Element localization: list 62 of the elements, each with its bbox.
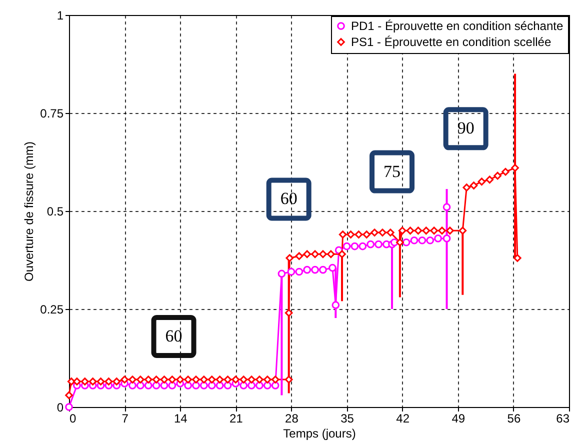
point bbox=[152, 382, 160, 390]
point bbox=[256, 382, 264, 390]
point bbox=[442, 203, 451, 211]
point bbox=[328, 264, 336, 272]
x-tick-label: 35 bbox=[340, 412, 354, 426]
point bbox=[366, 240, 374, 248]
point bbox=[390, 238, 398, 246]
point bbox=[278, 270, 286, 278]
y-tick-label: 0.75 bbox=[40, 106, 64, 120]
point bbox=[426, 236, 434, 244]
point bbox=[358, 242, 367, 250]
point bbox=[192, 382, 200, 390]
annotation: 60 bbox=[165, 326, 182, 346]
point bbox=[208, 382, 216, 390]
x-tick-label: 56 bbox=[507, 412, 521, 426]
y-tick-label: 0 bbox=[56, 400, 64, 414]
point bbox=[271, 382, 280, 390]
y-axis-title: Ouverture de fissure (mm) bbox=[22, 141, 36, 282]
x-tick-label: 14 bbox=[174, 412, 188, 426]
y-tick-label: 0.25 bbox=[40, 302, 64, 316]
x-tick-label: 28 bbox=[285, 412, 299, 426]
point bbox=[200, 382, 208, 390]
annotation: 75 bbox=[384, 162, 401, 181]
point bbox=[295, 268, 304, 276]
x-axis-title: Temps (jours) bbox=[283, 426, 356, 440]
point bbox=[342, 242, 351, 250]
point bbox=[224, 382, 232, 390]
x-tick-label: 42 bbox=[396, 412, 410, 426]
point bbox=[248, 382, 256, 390]
point bbox=[160, 382, 168, 390]
point bbox=[136, 382, 144, 390]
x-tick-label: 21 bbox=[229, 412, 244, 426]
point bbox=[128, 382, 136, 390]
point bbox=[418, 236, 426, 244]
point bbox=[287, 268, 296, 276]
point bbox=[216, 382, 224, 390]
point bbox=[264, 382, 272, 390]
point bbox=[434, 234, 442, 242]
point bbox=[402, 238, 410, 246]
point bbox=[332, 301, 340, 309]
annotation: 60 bbox=[280, 189, 298, 208]
point bbox=[240, 382, 248, 390]
point bbox=[184, 382, 192, 390]
point bbox=[319, 266, 327, 274]
x-tick-label: 49 bbox=[452, 412, 466, 426]
point bbox=[144, 382, 152, 390]
point bbox=[350, 242, 359, 250]
point bbox=[442, 234, 451, 242]
point bbox=[410, 236, 418, 244]
point bbox=[311, 266, 319, 274]
x-tick-label: 7 bbox=[122, 412, 129, 426]
y-tick-label: 0.5 bbox=[46, 204, 64, 218]
point bbox=[65, 403, 73, 411]
annotation: 90 bbox=[457, 118, 474, 138]
point bbox=[303, 266, 312, 274]
y-tick-label: 1 bbox=[56, 8, 64, 22]
point bbox=[374, 240, 382, 248]
x-tick-label: 63 bbox=[556, 412, 570, 426]
x-tick-label: 0 bbox=[70, 412, 76, 426]
point bbox=[168, 382, 176, 390]
legend-label: PD1 - Éprouvette en condition séchante bbox=[351, 19, 564, 33]
legend-label: PS1 - Éprouvette en condition scellée bbox=[351, 35, 552, 49]
